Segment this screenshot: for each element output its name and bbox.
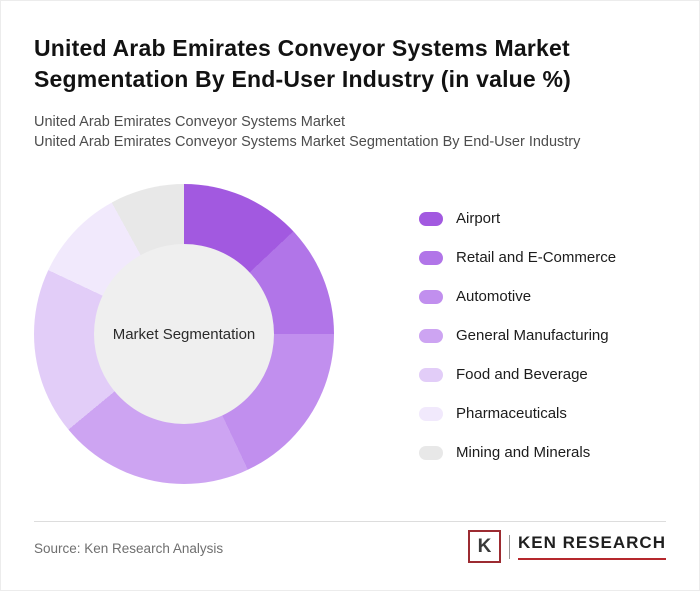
legend-label: Automotive	[456, 288, 532, 305]
page-title: United Arab Emirates Conveyor Systems Ma…	[34, 35, 572, 92]
legend-item: Automotive	[419, 287, 616, 306]
logo-text-wrap: KEN RESEARCH	[517, 533, 666, 560]
legend-item: Mining and Minerals	[419, 443, 616, 462]
legend-swatch	[419, 367, 443, 382]
legend-label: Airport	[456, 210, 501, 227]
legend-label: Food and Beverage	[456, 366, 588, 383]
legend-label: Pharmaceuticals	[456, 405, 567, 422]
legend-swatch	[419, 289, 443, 304]
legend-item: Retail and E-Commerce	[419, 248, 616, 267]
legend-label: General Manufacturing	[456, 327, 609, 344]
legend-swatch	[419, 328, 443, 343]
legend-label: Mining and Minerals	[456, 444, 591, 461]
logo-text: KEN RESEARCH	[517, 533, 666, 552]
legend-swatch	[419, 211, 443, 226]
legend-item: Airport	[419, 209, 616, 228]
footer-divider	[34, 521, 666, 522]
donut-chart: Market Segmentation	[34, 184, 334, 484]
subtitle-line-1: United Arab Emirates Conveyor Systems Ma…	[34, 114, 346, 130]
legend-item: Pharmaceuticals	[419, 404, 616, 423]
donut-center: Market Segmentation	[94, 244, 274, 424]
legend-item: Food and Beverage	[419, 365, 616, 384]
logo-k-icon: K	[467, 530, 501, 563]
ken-research-logo: K KEN RESEARCH	[467, 530, 666, 563]
subtitle-line-2: United Arab Emirates Conveyor Systems Ma…	[34, 133, 581, 150]
legend-swatch	[419, 406, 443, 421]
logo-separator	[508, 534, 510, 559]
donut-center-label: Market Segmentation	[112, 325, 256, 343]
legend-label: Retail and E-Commerce	[456, 249, 617, 266]
subtitle-block: United Arab Emirates Conveyor Systems Ma…	[34, 113, 580, 152]
legend-item: General Manufacturing	[419, 326, 616, 345]
legend-swatch	[419, 445, 443, 460]
source-text: Source: Ken Research Analysis	[34, 541, 224, 556]
legend: Airport Retail and E-Commerce Automotive Ge…	[419, 209, 616, 462]
legend-swatch	[419, 250, 443, 265]
